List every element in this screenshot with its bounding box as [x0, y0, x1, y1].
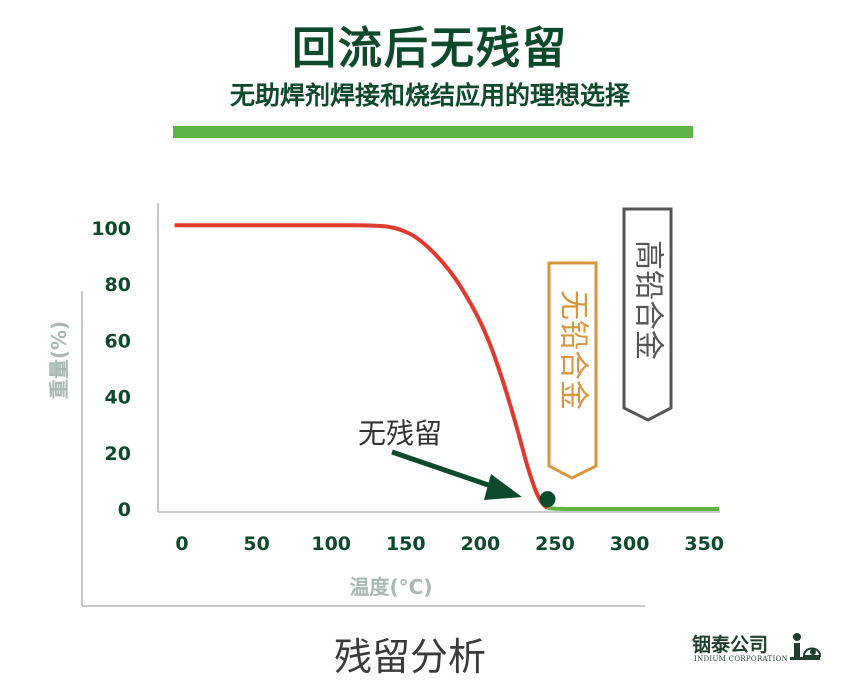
x-tick-label: 50 — [243, 533, 269, 555]
x-tick-label: 100 — [311, 533, 351, 555]
residue-analysis-caption: 残留分析 — [333, 635, 486, 679]
high-lead-tag — [622, 207, 673, 422]
residue-point-marker — [539, 491, 556, 508]
y-tick-label: 0 — [118, 499, 131, 521]
y-axis-title: 重量(%) — [47, 321, 71, 399]
x-tick-label: 300 — [610, 533, 650, 555]
title-divider — [173, 126, 693, 138]
page-title: 回流后无残留 — [292, 23, 568, 74]
lead-free-label: 无铅合金 — [556, 290, 591, 410]
indium-logo-icon — [790, 633, 822, 660]
weight-curve-green — [547, 506, 720, 512]
annotation-arrow-line — [391, 449, 501, 492]
weight-curve-red — [174, 223, 549, 510]
annotation-no-residue: 无残留 — [358, 417, 442, 450]
x-axis-title: 温度(°C) — [350, 575, 433, 599]
x-tick-label: 150 — [386, 533, 426, 555]
x-tick-label: 350 — [684, 533, 724, 555]
x-tick-label: 0 — [175, 533, 188, 555]
y-tick-label: 80 — [105, 274, 131, 296]
x-tick-label: 250 — [535, 533, 575, 555]
page-subtitle: 无助焊剂焊接和烧结应用的理想选择 — [229, 81, 630, 110]
logo-text-cn: 铟泰公司 — [692, 634, 769, 656]
y-tick-label: 60 — [105, 330, 131, 352]
x-tick-label: 200 — [461, 533, 501, 555]
high-lead-label: 高铅合金 — [631, 240, 666, 360]
indium-logo: 铟泰公司 INDIUM CORPORATION — [692, 630, 842, 670]
y-tick-label: 20 — [105, 443, 131, 465]
y-tick-label: 100 — [91, 218, 131, 240]
annotation-arrow-head — [484, 474, 522, 500]
y-tick-label: 40 — [105, 387, 131, 409]
lead-free-tag — [547, 261, 598, 480]
logo-text-en: INDIUM CORPORATION — [694, 655, 789, 663]
